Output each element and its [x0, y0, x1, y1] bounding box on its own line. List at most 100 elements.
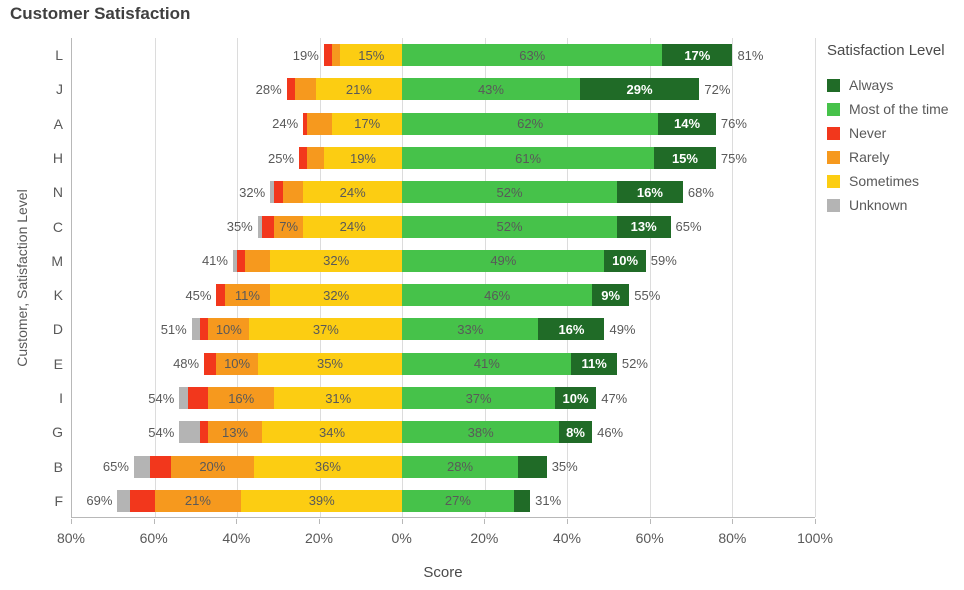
bar-segment-sometimes[interactable]: 24% [303, 181, 403, 204]
bar-segment-never[interactable] [199, 421, 209, 444]
bar-segment-sometimes[interactable]: 36% [253, 455, 403, 478]
bar-segment-unknown[interactable] [179, 387, 188, 409]
bar-segment-rarely[interactable]: 11% [224, 284, 271, 307]
bar-segment-never[interactable] [216, 284, 225, 307]
legend-item-most-of-the-time[interactable]: Most of the time [827, 97, 962, 121]
bar-segment-rarely[interactable]: 20% [171, 455, 254, 478]
category-label[interactable]: F [54, 492, 63, 509]
bar-segment-most-of-the-time[interactable]: 37% [402, 387, 555, 409]
bar-segment-most-of-the-time[interactable]: 49% [402, 249, 605, 272]
category-label[interactable]: C [52, 218, 63, 235]
bar-segment-most-of-the-time[interactable]: 63% [402, 44, 663, 67]
bar-segment-sometimes[interactable]: 32% [270, 284, 403, 307]
bar-segment-sometimes[interactable]: 24% [303, 215, 403, 238]
bar-segment-never[interactable] [261, 215, 275, 238]
bar-segment-most-of-the-time[interactable]: 38% [402, 421, 560, 444]
bar-segment-rarely[interactable] [307, 147, 324, 169]
bar-segment-unknown[interactable] [191, 318, 200, 341]
bar-segment-never[interactable] [286, 78, 295, 101]
bar-segment-always[interactable]: 15% [654, 147, 716, 169]
bar-segment-sometimes[interactable]: 31% [274, 387, 403, 409]
category-label[interactable]: G [52, 424, 63, 441]
row-total-left: 24% [272, 116, 299, 132]
category-label[interactable]: I [59, 390, 63, 406]
bar-segment-rarely[interactable]: 7% [274, 215, 304, 238]
legend-item-rarely[interactable]: Rarely [827, 145, 962, 169]
bar-segment-most-of-the-time[interactable]: 33% [402, 318, 539, 341]
bar-segment-unknown[interactable] [179, 421, 200, 444]
bar-segment-always[interactable]: 16% [616, 181, 683, 204]
bar-segment-unknown[interactable] [257, 215, 262, 238]
bar-segment-always[interactable]: 29% [579, 78, 700, 101]
bar-segment-unknown[interactable] [133, 455, 151, 478]
bar-segment-never[interactable] [237, 249, 246, 272]
bar-segment-always[interactable] [517, 455, 547, 478]
bar-segment-rarely[interactable] [294, 78, 316, 101]
legend-item-never[interactable]: Never [827, 121, 962, 145]
bar-segment-sometimes[interactable]: 17% [332, 112, 403, 135]
bar-segment-always[interactable] [513, 489, 531, 512]
category-label[interactable]: B [53, 458, 63, 475]
bar-segment-rarely[interactable]: 10% [208, 318, 250, 341]
bar-segment-never[interactable] [199, 318, 209, 341]
bar-segment-sometimes[interactable]: 21% [315, 78, 403, 101]
legend: Satisfaction Level Always Most of the tim… [827, 42, 962, 217]
bar-segment-sometimes[interactable]: 32% [270, 249, 403, 272]
bar-segment-always[interactable]: 13% [616, 215, 671, 238]
bar-segment-rarely[interactable]: 21% [154, 489, 242, 512]
category-label[interactable]: A [53, 115, 63, 132]
bar-segment-sometimes[interactable]: 15% [340, 44, 403, 67]
category-label[interactable]: J [56, 81, 63, 98]
bar-segment-always[interactable]: 16% [538, 318, 605, 341]
bar-segment-never[interactable] [303, 112, 308, 135]
bar-segment-rarely[interactable] [332, 44, 341, 67]
legend-item-unknown[interactable]: Unknown [827, 193, 962, 217]
bar-segment-most-of-the-time[interactable]: 28% [402, 455, 518, 478]
bar-segment-always[interactable]: 17% [662, 44, 733, 67]
bar-segment-sometimes[interactable]: 37% [249, 318, 403, 341]
bar-segment-always[interactable]: 11% [571, 352, 617, 375]
bar-segment-sometimes[interactable]: 35% [257, 352, 403, 375]
bar-segment-most-of-the-time[interactable]: 52% [402, 181, 617, 204]
bar-segment-most-of-the-time[interactable]: 41% [402, 352, 572, 375]
bar-segment-most-of-the-time[interactable]: 61% [402, 147, 654, 169]
bar-segment-most-of-the-time[interactable]: 46% [402, 284, 593, 307]
bar-segment-unknown[interactable] [232, 249, 238, 272]
category-label[interactable]: M [51, 252, 63, 269]
bar-segment-most-of-the-time[interactable]: 43% [402, 78, 580, 101]
bar-segment-rarely[interactable] [307, 112, 333, 135]
bar-segment-never[interactable] [187, 387, 209, 409]
bar-segment-unknown[interactable] [117, 489, 130, 512]
bar-segment-always[interactable]: 14% [658, 112, 716, 135]
bar-segment-sometimes[interactable]: 39% [241, 489, 403, 512]
category-label[interactable]: K [53, 287, 63, 304]
bar-segment-most-of-the-time[interactable]: 27% [402, 489, 514, 512]
category-label[interactable]: N [52, 184, 63, 201]
bar-segment-rarely[interactable]: 16% [208, 387, 275, 409]
bar-segment-rarely[interactable]: 10% [216, 352, 258, 375]
bar-segment-most-of-the-time[interactable]: 52% [402, 215, 617, 238]
bar-segment-sometimes[interactable]: 34% [261, 421, 403, 444]
bar-segment-always[interactable]: 10% [554, 387, 597, 409]
bar-segment-unknown[interactable] [270, 181, 275, 204]
bar-segment-always[interactable]: 8% [559, 421, 593, 444]
legend-item-always[interactable]: Always [827, 73, 962, 97]
legend-item-sometimes[interactable]: Sometimes [827, 169, 962, 193]
category-label[interactable]: L [55, 47, 63, 64]
bar-segment-always[interactable]: 10% [604, 249, 646, 272]
bar-segment-rarely[interactable] [245, 249, 271, 272]
bar-segment-never[interactable] [323, 44, 333, 67]
bar-segment-never[interactable] [274, 181, 283, 204]
bar-segment-never[interactable] [299, 147, 308, 169]
category-label[interactable]: E [53, 355, 63, 372]
bar-segment-most-of-the-time[interactable]: 62% [402, 112, 659, 135]
bar-segment-rarely[interactable]: 13% [208, 421, 262, 444]
category-label[interactable]: H [52, 150, 63, 166]
category-label[interactable]: D [52, 321, 63, 338]
bar-segment-never[interactable] [129, 489, 155, 512]
bar-segment-sometimes[interactable]: 19% [323, 147, 403, 169]
bar-segment-never[interactable] [150, 455, 172, 478]
bar-segment-never[interactable] [204, 352, 217, 375]
bar-segment-rarely[interactable] [282, 181, 304, 204]
bar-segment-always[interactable]: 9% [592, 284, 630, 307]
